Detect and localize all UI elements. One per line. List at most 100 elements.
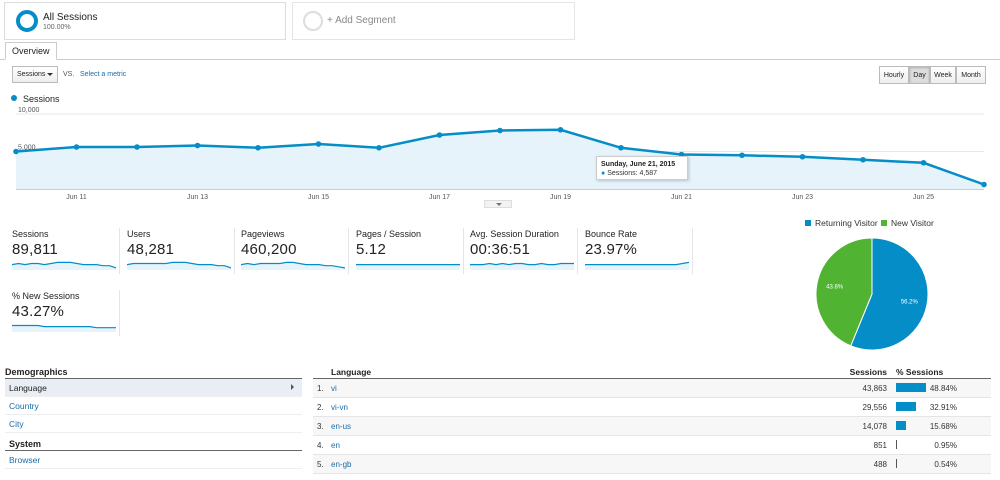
nav-item-label: Browser xyxy=(9,455,41,465)
scorecard-new-sessions[interactable]: % New Sessions 43.27% xyxy=(8,290,120,336)
row-index: 1. xyxy=(317,384,324,393)
granularity-hourly-button[interactable]: Hourly xyxy=(879,66,909,84)
legend-new-visitor[interactable]: New Visitor xyxy=(881,218,934,228)
granularity-day-button[interactable]: Day xyxy=(909,66,930,84)
nav-item-browser[interactable]: Browser xyxy=(5,451,302,469)
data-point xyxy=(194,142,201,149)
row-language-link[interactable]: vi-vn xyxy=(331,403,348,412)
scorecard-pages-per-session[interactable]: Pages / Session 5.12 xyxy=(352,228,464,274)
scorecard-pageviews[interactable]: Pageviews 460,200 xyxy=(237,228,349,274)
scorecard-value: 43.27% xyxy=(12,303,65,320)
column-header-language: Language xyxy=(331,367,372,377)
sparkline-path xyxy=(585,261,689,266)
data-point xyxy=(376,144,382,151)
data-point xyxy=(920,159,927,166)
x-tick-label: Jun 23 xyxy=(792,194,813,201)
row-pct: 15.68% xyxy=(929,422,957,431)
sparkline xyxy=(12,261,116,270)
visitor-type-pie-chart[interactable]: 56.2% 43.8% xyxy=(814,236,930,352)
tooltip-bullet-icon: ● xyxy=(601,170,606,177)
scorecard-value: 00:36:51 xyxy=(470,241,530,258)
select-metric-link[interactable]: Select a metric xyxy=(80,71,127,78)
row-sessions: 14,078 xyxy=(862,422,887,431)
empty-ring-icon xyxy=(303,11,323,31)
row-language-link[interactable]: vi xyxy=(331,384,337,393)
x-tick-label: Jun 25 xyxy=(913,194,934,201)
language-table: Language Sessions % Sessions 1. vi 43,86… xyxy=(313,367,991,474)
segment-bar: All Sessions 100.00% + Add Segment xyxy=(0,0,1000,44)
add-segment-label: + Add Segment xyxy=(327,15,396,26)
row-sessions: 29,556 xyxy=(862,403,887,412)
table-row[interactable]: 5. en-gb 488 0.54% xyxy=(313,455,991,474)
scorecard-bounce-rate[interactable]: Bounce Rate 23.97% xyxy=(581,228,693,274)
data-point xyxy=(255,144,261,151)
segment-title: All Sessions xyxy=(43,12,98,23)
granularity-month-button[interactable]: Month xyxy=(956,66,986,84)
nav-item-country[interactable]: Country xyxy=(5,397,302,415)
scorecard-value: 89,811 xyxy=(12,241,58,258)
pie-slice-label: 43.8% xyxy=(826,285,844,291)
sparkline-fill xyxy=(241,262,345,270)
tab-overview[interactable]: Overview xyxy=(5,42,57,60)
legend-returning-visitor[interactable]: Returning Visitor xyxy=(805,218,878,228)
pie-slice xyxy=(815,237,873,347)
tab-strip: Overview xyxy=(0,42,1000,60)
sparkline-fill xyxy=(127,262,231,270)
row-language-link[interactable]: en-us xyxy=(331,422,352,431)
add-segment-button[interactable]: + Add Segment xyxy=(292,2,575,40)
row-sessions: 43,863 xyxy=(862,384,887,393)
pie-slice xyxy=(850,237,929,351)
sparkline xyxy=(585,261,689,270)
row-language-link[interactable]: en-gb xyxy=(331,460,352,469)
row-language-link[interactable]: en xyxy=(331,441,340,450)
sparkline xyxy=(241,261,345,270)
nav-item-language[interactable]: Language xyxy=(5,379,302,397)
row-pct: 0.54% xyxy=(934,460,957,469)
nav-item-label: City xyxy=(9,419,24,429)
scorecard-value: 23.97% xyxy=(585,241,638,258)
sessions-line-chart[interactable]: 10,000 5,000 Jun 11 Jun 13 Jun 15 Jun 17 Jun 1… xyxy=(0,104,1000,208)
nav-item-city[interactable]: City xyxy=(5,415,302,433)
sessions-area-fill xyxy=(16,129,984,189)
segment-percentage: 100.00% xyxy=(43,24,71,31)
row-share-bar xyxy=(896,383,926,392)
sparkline-path xyxy=(241,261,345,269)
scorecard-value: 48,281 xyxy=(127,241,175,258)
data-point xyxy=(497,127,503,134)
column-header-pct-sessions: % Sessions xyxy=(896,367,944,377)
sparkline-path xyxy=(127,261,231,269)
metric-select[interactable]: Sessions xyxy=(12,66,58,83)
chart-resize-handle[interactable] xyxy=(484,200,512,208)
data-point xyxy=(557,126,564,133)
granularity-week-button[interactable]: Week xyxy=(930,66,956,84)
table-row[interactable]: 1. vi 43,863 48.84% xyxy=(313,379,991,398)
vs-label: VS. xyxy=(63,71,75,78)
legend-swatch xyxy=(805,220,811,226)
scorecard-label: % New Sessions xyxy=(12,291,80,301)
x-tick-label: Jun 13 xyxy=(187,194,208,201)
table-row[interactable]: 2. vi-vn 29,556 32.91% xyxy=(313,398,991,417)
tooltip-date: Sunday, June 21, 2015 xyxy=(601,161,676,168)
scorecard-label: Pages / Session xyxy=(356,229,422,239)
pie-slice-label: 56.2% xyxy=(901,299,919,305)
row-index: 5. xyxy=(317,460,324,469)
scorecard-avg-session-duration[interactable]: Avg. Session Duration 00:36:51 xyxy=(466,228,578,274)
table-row[interactable]: 4. en 851 0.95% xyxy=(313,436,991,455)
table-header: Language Sessions % Sessions xyxy=(313,367,991,379)
segment-all-sessions[interactable]: All Sessions 100.00% xyxy=(4,2,286,40)
y-tick-label: 10,000 xyxy=(18,107,40,114)
scorecard-label: Users xyxy=(127,229,151,239)
nav-item-label: Country xyxy=(9,401,39,411)
chevron-right-icon xyxy=(291,384,294,390)
scorecard-users[interactable]: Users 48,281 xyxy=(123,228,235,274)
sessions-legend-dot xyxy=(11,95,17,101)
row-share-bar xyxy=(896,440,897,449)
data-point xyxy=(678,151,685,158)
data-point xyxy=(860,156,866,163)
table-row[interactable]: 3. en-us 14,078 15.68% xyxy=(313,417,991,436)
sparkline xyxy=(470,262,574,270)
x-tick-label: Jun 15 xyxy=(308,194,329,201)
scorecard-label: Bounce Rate xyxy=(585,229,638,239)
data-point xyxy=(73,144,80,150)
scorecard-sessions[interactable]: Sessions 89,811 xyxy=(8,228,120,274)
